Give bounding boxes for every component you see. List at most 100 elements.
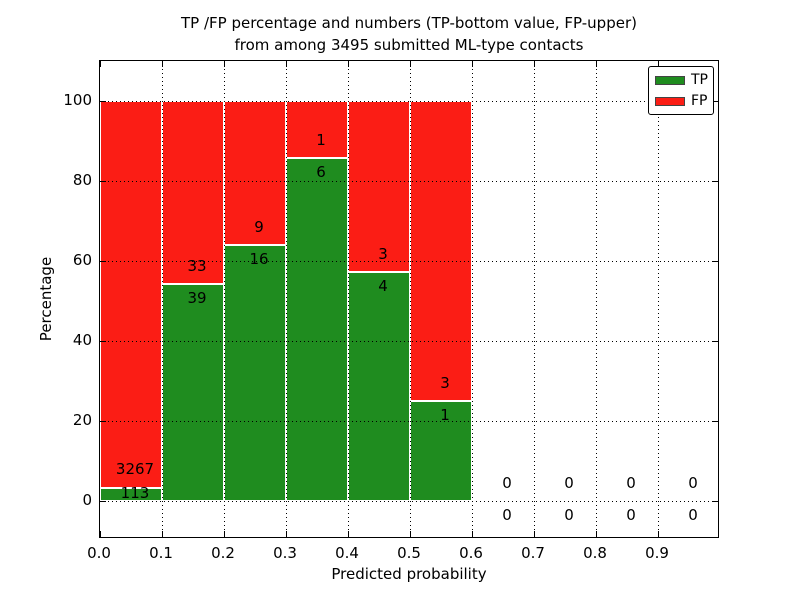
empty-bin-fp-count: 0: [626, 473, 636, 492]
grid-line-vertical: [534, 61, 535, 537]
empty-bin-tp-count: 0: [626, 505, 636, 524]
legend-entry-tp: TP: [655, 72, 708, 88]
bar-segment-fp: [348, 101, 410, 273]
bar-label-fp-count: 33: [187, 256, 207, 275]
bar-segment-fp: [100, 101, 162, 488]
bar-label-fp-count: 1: [316, 130, 326, 149]
bar-label-fp-count: 3: [440, 373, 450, 392]
x-tick-mark-top: [100, 61, 101, 67]
grid-line-horizontal: [100, 181, 718, 182]
legend-fp-label: FP: [691, 93, 708, 109]
bar-label-tp-count: 113: [120, 484, 150, 503]
legend-entry-fp: FP: [655, 93, 708, 109]
x-tick-mark: [348, 531, 349, 537]
y-tick-mark-right: [712, 421, 718, 422]
chart-title-line-2: from among 3495 submitted ML-type contac…: [234, 36, 584, 54]
y-tick-mark: [100, 101, 106, 102]
x-tick-mark: [596, 531, 597, 537]
legend-tp-swatch: [655, 75, 685, 85]
empty-bin-tp-count: 0: [564, 505, 574, 524]
y-tick-mark: [100, 261, 106, 262]
x-tick-mark: [658, 531, 659, 537]
y-tick-label: 100: [63, 91, 92, 109]
bar-label-tp-count: 1: [440, 405, 450, 424]
y-tick-mark-right: [712, 261, 718, 262]
grid-line-vertical: [596, 61, 597, 537]
x-tick-mark: [224, 531, 225, 537]
grid-line-vertical: [658, 61, 659, 537]
grid-line-horizontal: [100, 341, 718, 342]
y-tick-mark: [100, 501, 106, 502]
grid-line-horizontal: [100, 261, 718, 262]
y-tick-label: 80: [72, 171, 92, 189]
empty-bin-tp-count: 0: [688, 505, 698, 524]
bar-segment-tp: [348, 272, 410, 501]
x-tick-mark-top: [348, 61, 349, 67]
x-tick-mark-top: [596, 61, 597, 67]
grid-line-vertical: [224, 61, 225, 537]
x-tick-label: 0.3: [273, 544, 297, 562]
bar-segment-fp: [410, 101, 472, 401]
empty-bin-fp-count: 0: [564, 473, 574, 492]
bar-label-fp-count: 3: [378, 245, 388, 264]
bar-segment-fp: [162, 101, 224, 285]
bar-segment-tp: [286, 158, 348, 501]
bar-label-tp-count: 39: [187, 288, 207, 307]
x-tick-mark-top: [472, 61, 473, 67]
x-tick-label: 0.5: [397, 544, 421, 562]
bar-label-tp-count: 6: [316, 162, 326, 181]
y-axis-label: Percentage: [37, 256, 55, 342]
x-tick-label: 0.4: [335, 544, 359, 562]
y-tick-label: 0: [82, 491, 92, 509]
x-axis-label: Predicted probability: [331, 565, 487, 583]
legend-fp-swatch: [655, 96, 685, 106]
x-tick-mark-top: [224, 61, 225, 67]
empty-bin-fp-count: 0: [688, 473, 698, 492]
x-tick-label: 0.6: [459, 544, 483, 562]
y-tick-mark-right: [712, 341, 718, 342]
x-tick-mark: [534, 531, 535, 537]
y-tick-mark: [100, 181, 106, 182]
grid-line-horizontal: [100, 421, 718, 422]
bar-label-tp-count: 4: [378, 277, 388, 296]
legend-tp-label: TP: [691, 72, 708, 88]
x-tick-mark-top: [534, 61, 535, 67]
chart-title-line-1: TP /FP percentage and numbers (TP-bottom…: [181, 14, 637, 32]
grid-line-vertical: [472, 61, 473, 537]
x-tick-mark: [410, 531, 411, 537]
x-tick-mark-top: [162, 61, 163, 67]
bar-segment-tp: [100, 487, 162, 501]
x-tick-mark: [162, 531, 163, 537]
y-tick-mark: [100, 341, 106, 342]
x-tick-mark-top: [410, 61, 411, 67]
empty-bin-tp-count: 0: [502, 505, 512, 524]
x-tick-label: 0.9: [645, 544, 669, 562]
y-tick-mark-right: [712, 181, 718, 182]
y-tick-label: 60: [72, 251, 92, 269]
y-tick-label: 20: [72, 411, 92, 429]
x-tick-mark: [100, 531, 101, 537]
grid-line-vertical: [286, 61, 287, 537]
x-tick-mark: [286, 531, 287, 537]
x-tick-label: 0.7: [521, 544, 545, 562]
empty-bin-fp-count: 0: [502, 473, 512, 492]
x-tick-mark-top: [286, 61, 287, 67]
grid-line-vertical: [348, 61, 349, 537]
x-tick-mark-top: [658, 61, 659, 67]
grid-line-vertical: [410, 61, 411, 537]
bar-segment-tp: [162, 284, 224, 501]
y-tick-mark: [100, 421, 106, 422]
bar-segment-tp: [224, 245, 286, 501]
x-tick-mark: [472, 531, 473, 537]
bar-label-fp-count: 3267: [115, 460, 155, 479]
bar-segment-fp: [286, 101, 348, 159]
legend: TP FP: [648, 66, 714, 115]
y-tick-mark-right: [712, 501, 718, 502]
bar-label-tp-count: 16: [249, 249, 269, 268]
y-tick-mark-right: [712, 101, 718, 102]
x-tick-label: 0.8: [583, 544, 607, 562]
bar-label-fp-count: 9: [254, 217, 264, 236]
grid-line-horizontal: [100, 101, 718, 102]
x-tick-label: 0.0: [87, 544, 111, 562]
